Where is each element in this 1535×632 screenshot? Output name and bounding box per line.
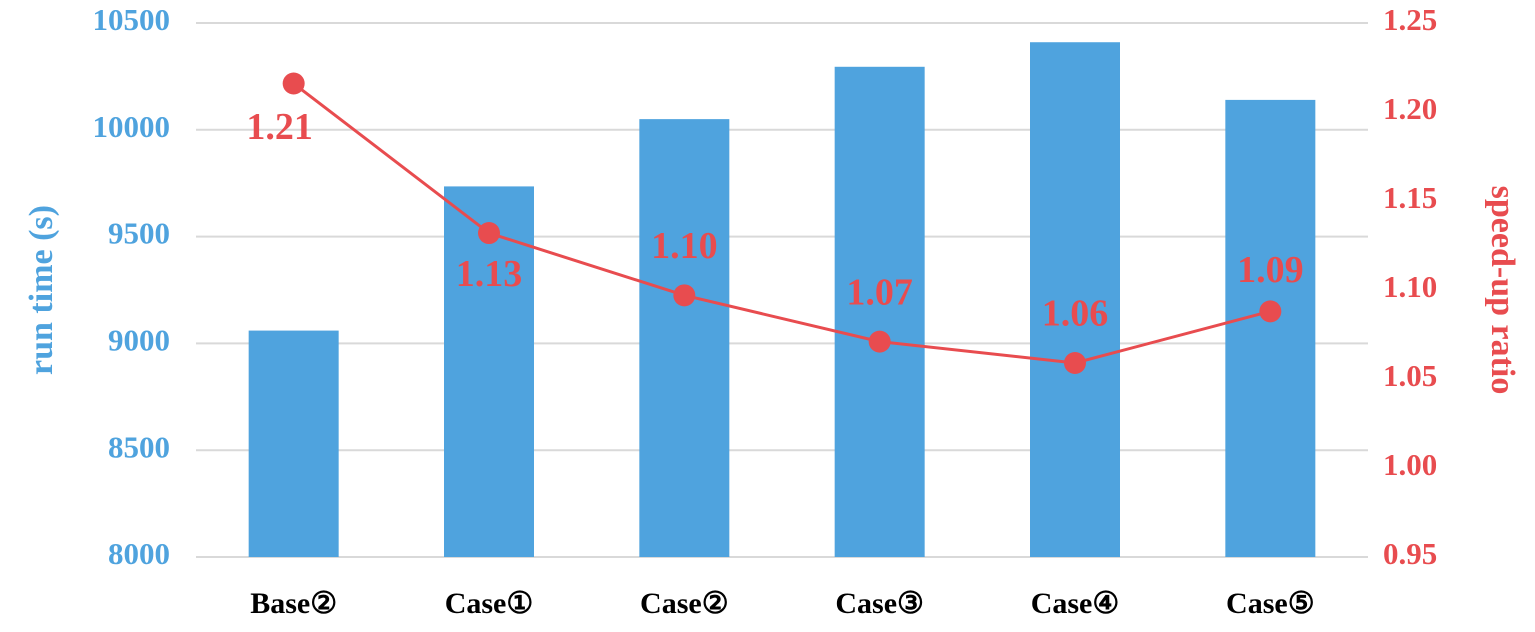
left-axis-title: run time (s) <box>23 205 60 375</box>
x-tick-label: Case① <box>445 587 534 620</box>
speedup-point <box>478 222 500 245</box>
left-tick-label: 8500 <box>108 429 170 464</box>
data-labels: 1.21 1.13 1.10 1.07 1.06 1.09 <box>246 106 1303 334</box>
speedup-point <box>673 284 696 307</box>
left-tick-label: 8000 <box>108 536 170 571</box>
right-axis-ticks: 0.95 1.00 1.05 1.10 1.15 1.20 1.25 <box>1383 2 1437 571</box>
data-label: 1.21 <box>246 106 313 148</box>
bar <box>639 119 730 558</box>
bar <box>248 330 339 557</box>
left-tick-label: 9000 <box>108 323 170 358</box>
line-series <box>282 72 1282 374</box>
right-tick-label: 1.25 <box>1383 2 1437 37</box>
x-tick-label: Base② <box>250 587 337 620</box>
speedup-point <box>868 330 891 353</box>
right-tick-label: 1.00 <box>1383 447 1437 482</box>
left-tick-label: 10000 <box>93 109 171 144</box>
bar <box>444 186 534 558</box>
data-label: 1.13 <box>456 253 523 295</box>
bar <box>834 66 925 558</box>
data-label: 1.10 <box>651 225 718 267</box>
bar-series <box>248 42 1316 558</box>
bar <box>1225 99 1316 558</box>
data-label: 1.09 <box>1237 249 1304 291</box>
speedup-line <box>292 82 1271 365</box>
x-tick-label: Case⑤ <box>1226 587 1315 620</box>
speedup-point <box>1259 300 1282 323</box>
left-axis-ticks: 8000 8500 9000 9500 10000 10500 <box>93 2 171 571</box>
left-tick-label: 9500 <box>108 216 170 251</box>
x-axis-ticks: Base② Case① Case② Case③ Case④ Case⑤ <box>250 587 1314 620</box>
left-tick-label: 10500 <box>93 2 171 37</box>
speedup-point <box>1064 351 1086 374</box>
x-tick-label: Case③ <box>835 587 924 620</box>
right-tick-label: 1.05 <box>1383 358 1437 393</box>
bar <box>1030 42 1120 557</box>
right-axis-title: speed-up ratio <box>1484 186 1521 395</box>
right-tick-label: 0.95 <box>1383 536 1437 571</box>
data-label: 1.07 <box>846 271 913 313</box>
x-tick-label: Case④ <box>1031 587 1120 620</box>
right-tick-label: 1.15 <box>1383 180 1437 215</box>
right-tick-label: 1.20 <box>1383 91 1437 126</box>
gridlines <box>196 22 1368 558</box>
right-tick-label: 1.10 <box>1383 269 1437 304</box>
data-label: 1.06 <box>1042 293 1109 335</box>
x-tick-label: Case② <box>640 587 729 620</box>
speedup-point <box>282 72 305 95</box>
